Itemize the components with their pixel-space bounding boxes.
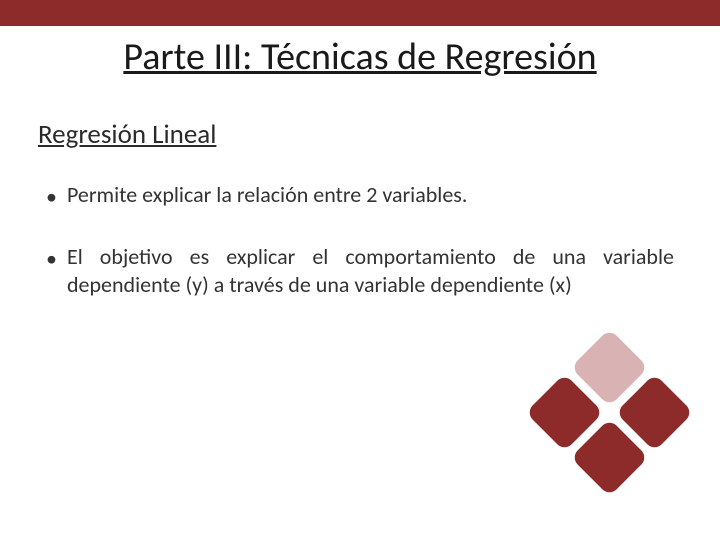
bullet-text: El objetivo es explicar el comportamient…	[67, 243, 674, 299]
list-item: • Permite explicar la relación entre 2 v…	[46, 181, 674, 211]
brand-logo-icon	[502, 330, 702, 530]
bullet-icon: •	[46, 183, 57, 211]
bullet-list: • Permite explicar la relación entre 2 v…	[46, 181, 674, 299]
bullet-text: Permite explicar la relación entre 2 var…	[67, 181, 468, 209]
list-item: • El objetivo es explicar el comportamie…	[46, 243, 674, 299]
slide-title: Parte III: Técnicas de Regresión	[0, 34, 720, 80]
top-accent-bar	[0, 0, 720, 26]
bullet-icon: •	[46, 245, 57, 273]
slide-subtitle: Regresión Lineal	[38, 118, 720, 151]
